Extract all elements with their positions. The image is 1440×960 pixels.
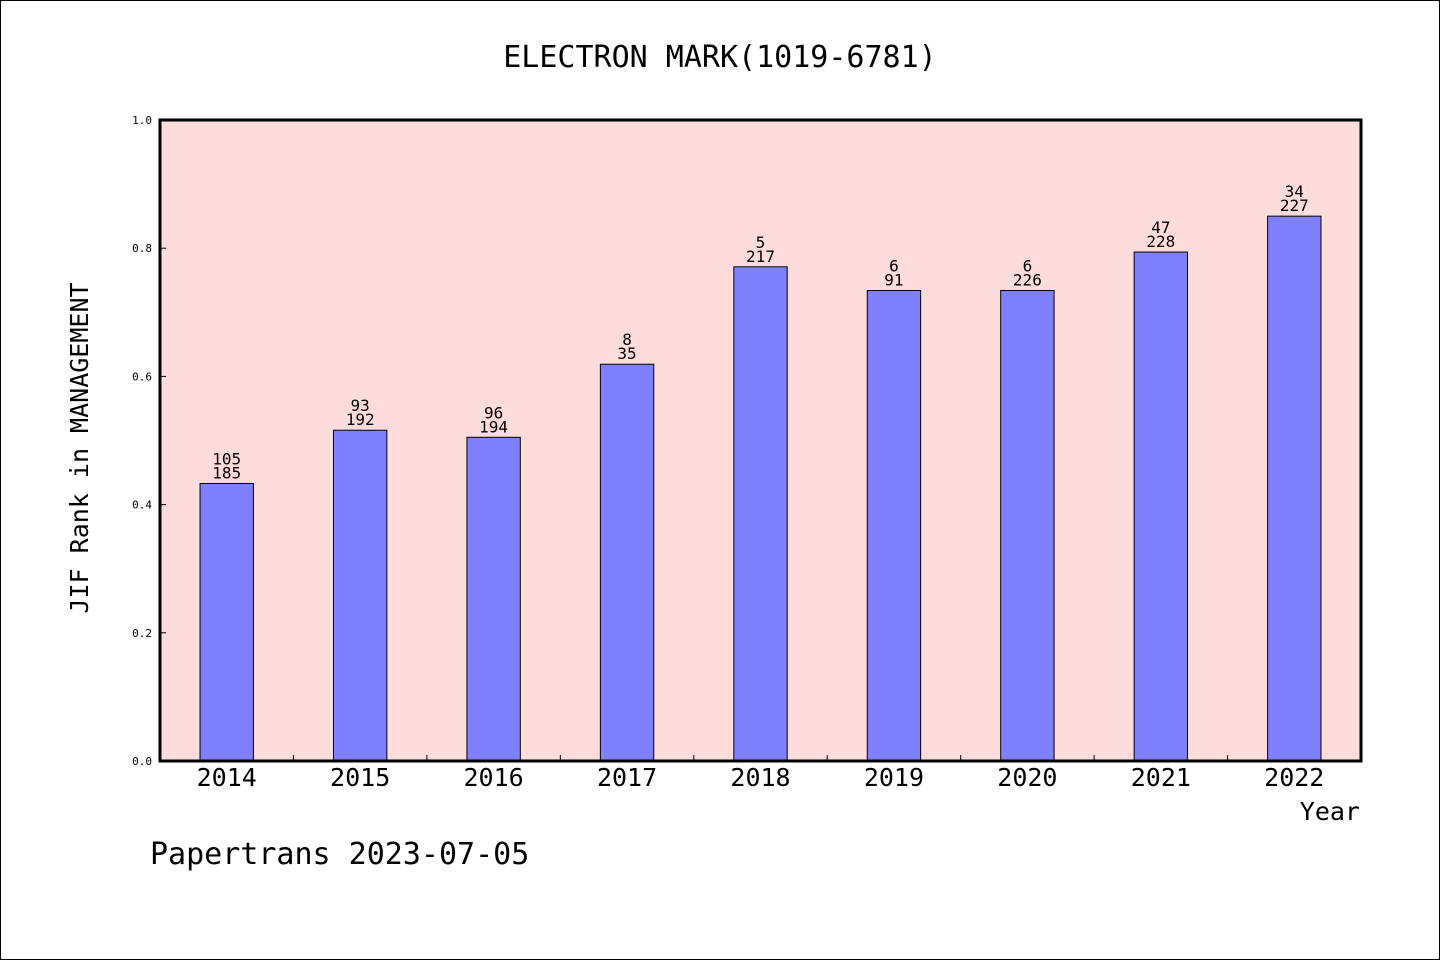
bar-2018 <box>733 266 788 762</box>
bar-2019 <box>866 290 922 762</box>
bar-rank-label: 47 <box>1151 218 1170 237</box>
bar-total-label: 194 <box>479 417 508 436</box>
bar-total-label: 226 <box>1013 271 1042 290</box>
y-axis-ticks: 0.0 0.2 0.4 0.6 0.8 1.0 <box>132 114 166 768</box>
bar-total-label: 185 <box>212 463 241 482</box>
y-tick-label: 0.2 <box>132 627 152 640</box>
bar-rank-label: 8 <box>622 330 632 349</box>
bar-total-label: 227 <box>1280 196 1309 215</box>
plot-border <box>158 118 1363 763</box>
y-tick-label: 0.0 <box>132 755 152 768</box>
x-axis-label: Year <box>1300 797 1360 826</box>
y-tick-label: 0.6 <box>132 370 152 383</box>
bar-2014 <box>199 482 254 762</box>
bar-total-label: 228 <box>1146 232 1175 251</box>
bar-2020 <box>1000 290 1055 762</box>
bar-total-label: 91 <box>884 271 903 290</box>
x-tick-label: 2014 <box>197 763 257 792</box>
x-tick-label: 2022 <box>1264 763 1324 792</box>
bar-total-label: 192 <box>346 410 375 429</box>
bar-2017 <box>599 363 655 762</box>
bar-rank-label: 93 <box>351 396 370 415</box>
bar-rank-label: 6 <box>889 257 899 276</box>
y-tick-label: 0.4 <box>132 499 152 512</box>
bar-rank-label: 5 <box>756 233 766 252</box>
x-tick-label: 2017 <box>597 763 657 792</box>
x-axis-ticks: 2014 2015 2016 2017 2018 2019 2020 2021 2022 <box>197 755 1324 792</box>
x-tick-label: 2021 <box>1131 763 1191 792</box>
bar-2015 <box>332 429 388 762</box>
y-axis-label: JIF Rank in MANAGEMENT <box>65 282 94 613</box>
bar-rank-label: 6 <box>1023 257 1033 276</box>
y-tick-label: 1.0 <box>132 114 152 127</box>
bar-2021 <box>1133 251 1189 762</box>
footer-text: Papertrans 2023-07-05 <box>150 837 529 872</box>
x-tick-label: 2015 <box>330 763 390 792</box>
x-tick-label: 2020 <box>997 763 1057 792</box>
bars-group <box>199 215 1322 762</box>
bar-2022 <box>1267 215 1322 762</box>
bar-total-label: 35 <box>617 344 636 363</box>
x-tick-label: 2018 <box>730 763 790 792</box>
x-tick-label: 2016 <box>464 763 524 792</box>
bar-rank-label: 96 <box>484 403 503 422</box>
bar-2016 <box>466 436 521 762</box>
bar-rank-label: 34 <box>1285 182 1304 201</box>
x-tick-label: 2019 <box>864 763 924 792</box>
bar-total-label: 217 <box>746 247 775 266</box>
y-tick-label: 0.8 <box>132 242 152 255</box>
bar-rank-label: 105 <box>212 449 241 468</box>
chart-title: ELECTRON MARK(1019-6781) <box>503 40 936 75</box>
